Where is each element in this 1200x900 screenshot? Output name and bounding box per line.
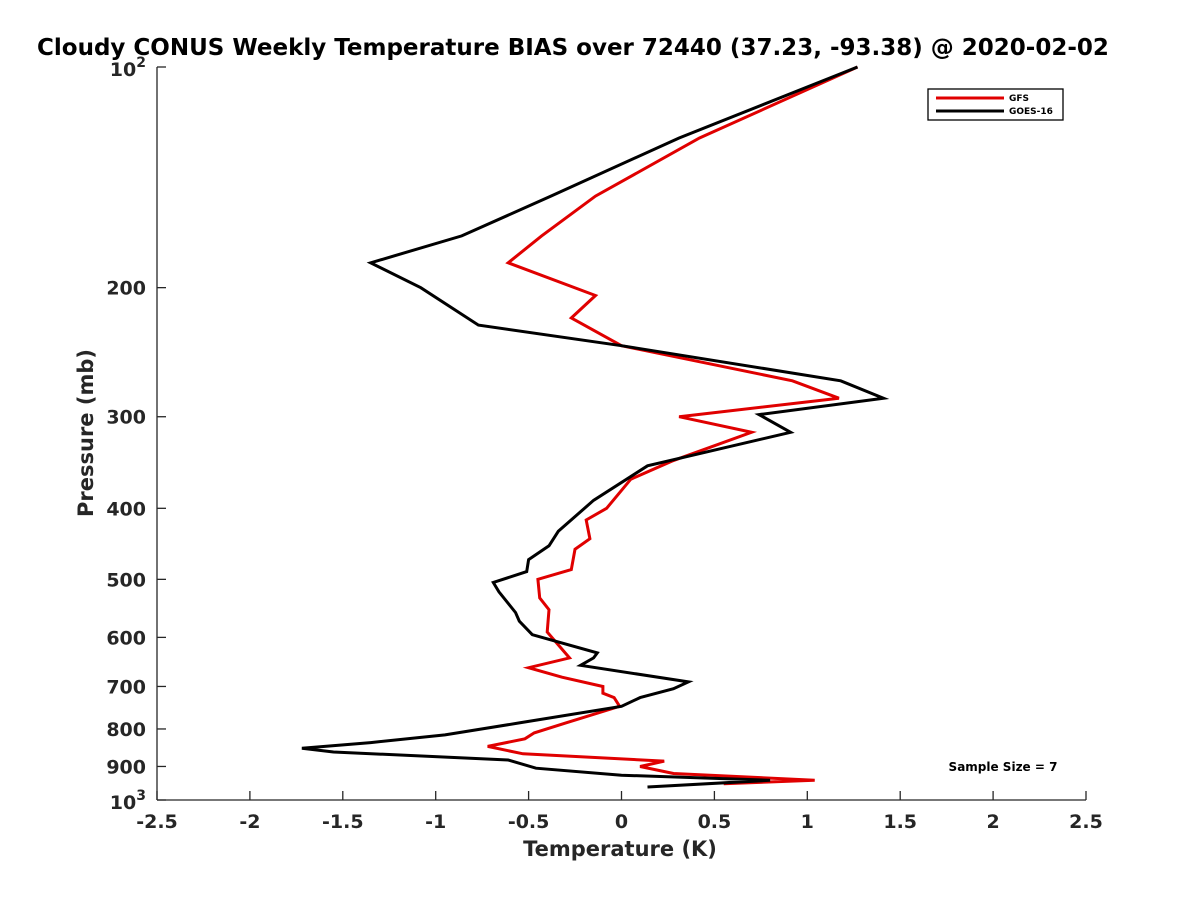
y-tick-label: 700 (106, 676, 146, 698)
axis-labels: Temperature (K) Pressure (mb) (74, 349, 717, 861)
x-tick-label: 2 (986, 811, 999, 833)
x-tick-label: -1 (425, 811, 446, 833)
x-axis-label: Temperature (K) (523, 837, 717, 861)
y-tick-label: 200 (106, 278, 146, 300)
x-tick-label: -1.5 (322, 811, 364, 833)
plot-axes: -2.5 -2 -1.5 -1 -0.5 0 0.5 1 1.5 2 2.5 102 200 300 400… (106, 55, 1103, 833)
sample-size-annotation: Sample Size = 7 (949, 760, 1058, 774)
legend-box (927, 88, 1064, 121)
x-tick-label: -2.5 (136, 811, 178, 833)
x-tick-label: 0.5 (698, 811, 732, 833)
series-line-gfs (487, 65, 859, 786)
y-tick-label: 102 (110, 55, 146, 81)
series-layer (301, 65, 890, 789)
series-line-goes-16 (301, 65, 890, 789)
y-tick-label: 600 (106, 627, 146, 649)
legend: GFS GOES-16 (927, 88, 1064, 121)
chart-title: Cloudy CONUS Weekly Temperature BIAS ove… (37, 35, 1109, 61)
y-tick-label: 500 (106, 569, 146, 591)
y-tick-label: 900 (106, 756, 146, 778)
x-tick-label: 1 (801, 811, 814, 833)
x-tick-label: 0 (615, 811, 628, 833)
y-tick-label: 103 (110, 788, 146, 814)
x-tick-label: -0.5 (508, 811, 550, 833)
x-tick-label: 2.5 (1069, 811, 1103, 833)
y-tick-label: 300 (106, 407, 146, 429)
x-tick-label: -2 (239, 811, 260, 833)
y-axis-label: Pressure (mb) (74, 349, 98, 517)
y-tick-label: 400 (106, 498, 146, 520)
x-tick-label: 1.5 (883, 811, 917, 833)
legend-label-gfs: GFS (1009, 94, 1029, 104)
y-tick-label: 800 (106, 719, 146, 741)
legend-label-goes-16: GOES-16 (1009, 107, 1053, 117)
